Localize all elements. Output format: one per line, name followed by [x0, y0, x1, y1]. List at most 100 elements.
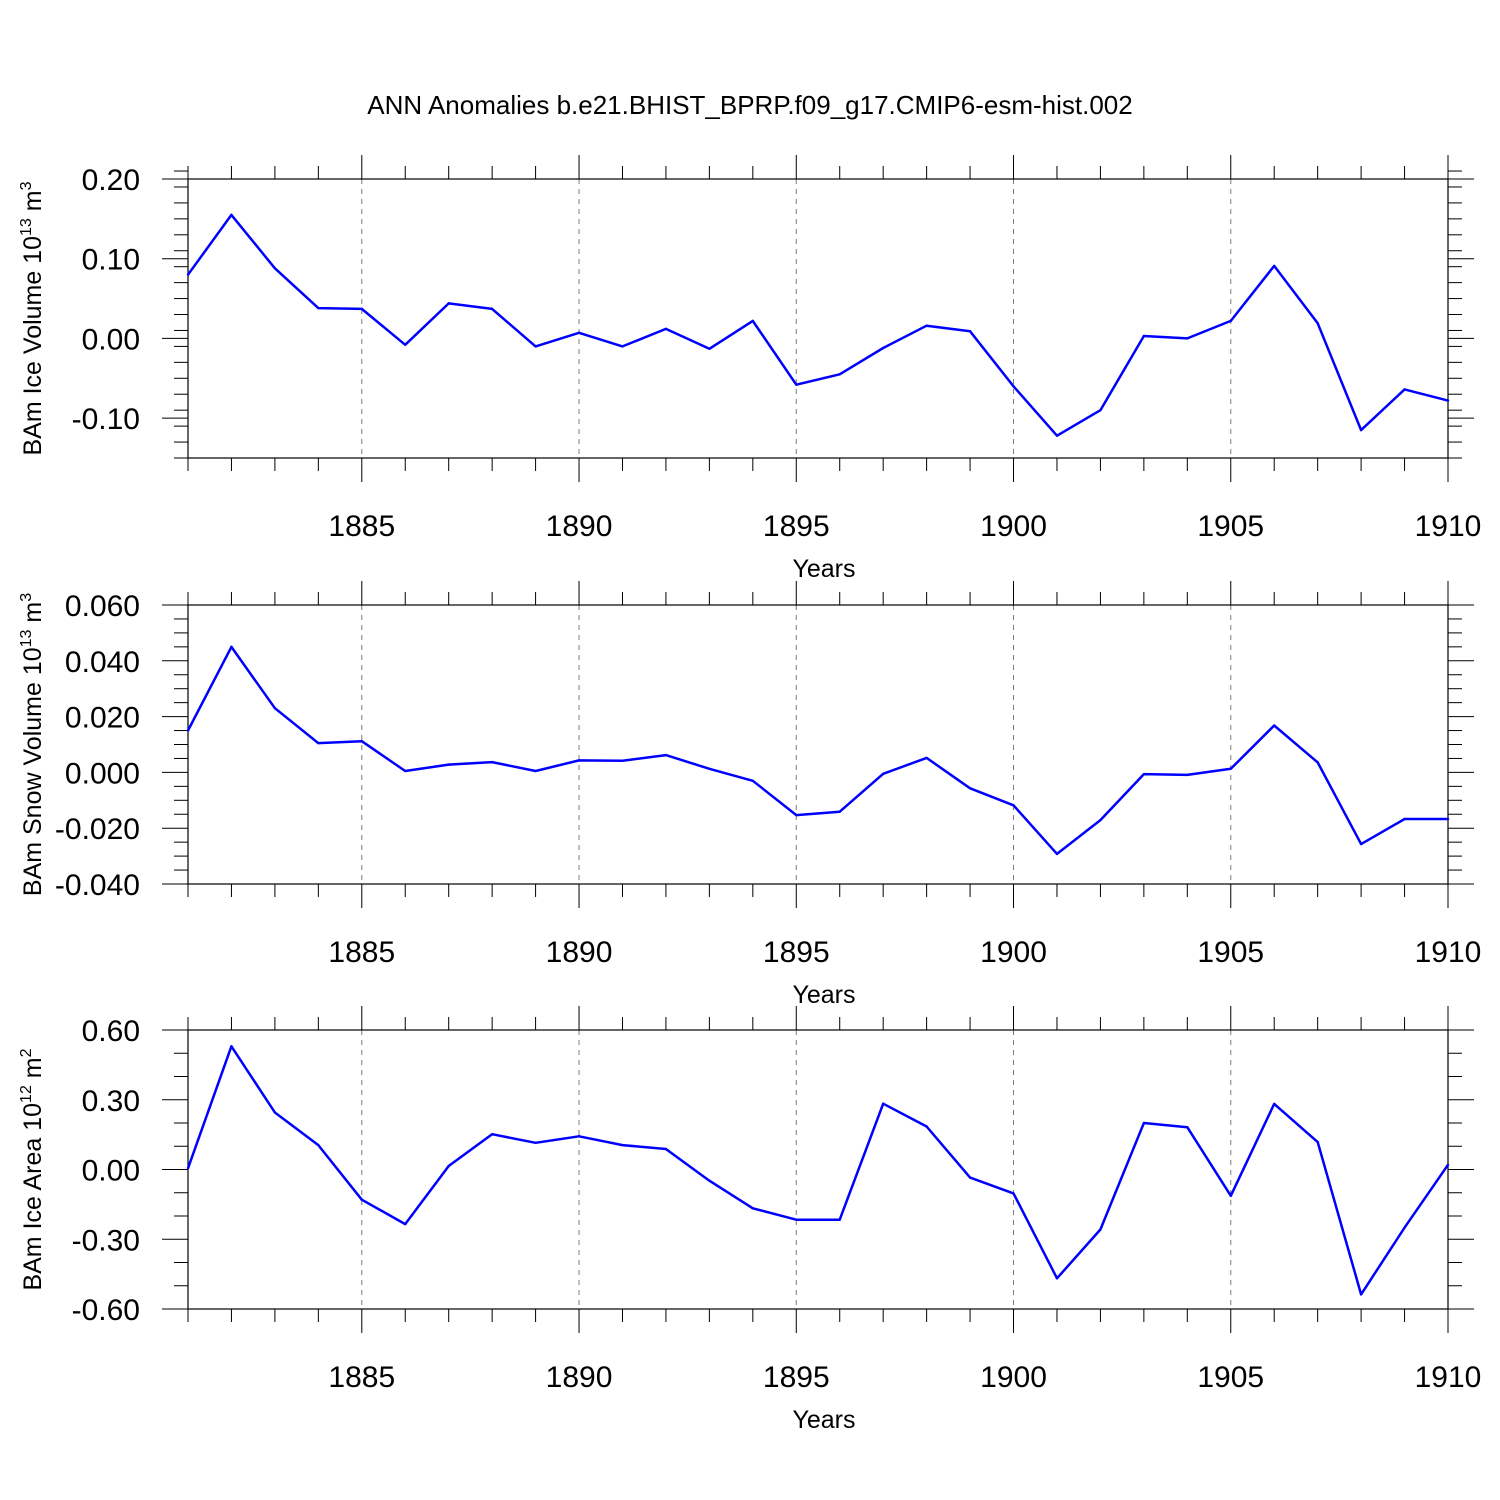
y-tick-label: -0.30: [72, 1224, 140, 1257]
x-tick-label: 1905: [1197, 1361, 1264, 1394]
plot-frame: [187, 604, 1449, 885]
data-point: [1403, 1226, 1406, 1229]
data-point: [1099, 1228, 1102, 1231]
data-point: [1055, 852, 1059, 856]
data-point: [186, 729, 190, 732]
x-tick-label: 1885: [328, 936, 395, 969]
data-point: [1446, 399, 1450, 402]
panels: -0.10 0.00 0.10 0.20 1885 1890 1895 1900 1905 191…: [18, 155, 1481, 1434]
x-axis-title: Years: [792, 555, 855, 583]
data-point: [1055, 1277, 1059, 1280]
chart-panel-1: -0.10 0.00 0.10 0.20 1885 1890 1895 1900 1905 191…: [18, 155, 1481, 583]
x-tick-label: 1890: [546, 1361, 613, 1394]
y-axis-title: BAm Ice Volume 1013 m3: [18, 181, 47, 455]
data-point: [317, 1143, 320, 1147]
y-tick-label: 0.30: [82, 1085, 140, 1118]
data-point: [1446, 1163, 1450, 1167]
data-point: [925, 1125, 928, 1128]
data-point: [230, 1045, 233, 1048]
data-point: [1099, 408, 1102, 412]
data-point: [621, 759, 624, 762]
y-tick-label: -0.60: [72, 1294, 140, 1327]
data-point: [1186, 773, 1189, 777]
series-line: [186, 645, 1448, 856]
data-point: [925, 324, 928, 327]
y-tick-label: 0.040: [65, 646, 140, 679]
x-tick-label: 1885: [328, 510, 395, 543]
data-point: [1403, 817, 1406, 821]
y-tick-label: -0.020: [55, 813, 140, 846]
x-tick-label: 1910: [1415, 936, 1482, 969]
y-axis-title: BAm Snow Volume 1013 m3: [18, 593, 47, 896]
data-point: [186, 1167, 190, 1170]
x-tick-label: 1905: [1197, 936, 1264, 969]
x-axis-title: Years: [792, 1406, 855, 1434]
data-point: [621, 345, 624, 348]
data-point: [404, 769, 407, 773]
data-point: [881, 772, 885, 775]
data-point: [577, 759, 581, 762]
data-point: [1273, 724, 1276, 727]
data-point: [1229, 1194, 1232, 1197]
data-point: [1316, 761, 1319, 764]
data-point: [1273, 264, 1276, 268]
x-tick-label: 1900: [980, 1361, 1047, 1394]
chart-panel-2: -0.040 -0.020 0.000 0.020 0.040 0.060 1885 1890…: [18, 581, 1481, 1009]
y-tick-label: -0.040: [55, 869, 140, 902]
data-point: [1142, 334, 1146, 338]
data-point: [490, 307, 494, 311]
data-point: [317, 741, 320, 745]
y-tick-label: 0.10: [82, 244, 140, 277]
data-point: [1359, 428, 1363, 432]
data-point: [447, 302, 450, 305]
data-point: [838, 1218, 841, 1221]
y-axis-title: BAm Ice Area 1012 m2: [18, 1048, 47, 1290]
data-point: [751, 779, 755, 782]
series-line: [186, 213, 1449, 437]
data-point: [360, 1198, 363, 1201]
chart-title: ANN Anomalies b.e21.BHIST_BPRP.f09_g17.C…: [367, 90, 1132, 120]
x-tick-label: 1895: [763, 936, 830, 969]
data-point: [230, 213, 233, 217]
data-point: [968, 1176, 972, 1179]
series-line: [186, 1045, 1450, 1296]
data-point: [664, 753, 668, 757]
x-tick-label: 1910: [1415, 1361, 1482, 1394]
data-point: [273, 267, 277, 270]
data-point: [1186, 1125, 1189, 1129]
y-tick-label: 0.20: [82, 164, 140, 197]
y-tick-label: 0.020: [65, 702, 140, 735]
data-point: [968, 330, 972, 333]
data-point: [925, 756, 928, 760]
y-tick-label: 0.60: [82, 1015, 140, 1048]
x-tick-label: 1895: [763, 1361, 830, 1394]
data-point: [795, 1218, 798, 1221]
plot-frame: [187, 1029, 1449, 1310]
data-point: [1403, 388, 1406, 391]
data-point: [577, 1135, 581, 1138]
x-tick-label: 1900: [980, 936, 1047, 969]
data-point: [1186, 337, 1189, 340]
data-point: [838, 810, 841, 813]
data-point: [1012, 1192, 1015, 1195]
data-point: [1316, 322, 1319, 325]
data-point: [447, 763, 450, 766]
data-point: [490, 1132, 494, 1136]
data-point: [577, 331, 581, 335]
data-point: [708, 767, 711, 770]
data-point: [795, 813, 798, 817]
x-tick-label: 1900: [980, 510, 1047, 543]
x-tick-label: 1895: [763, 510, 830, 543]
data-point: [1012, 385, 1015, 388]
data-point: [534, 345, 537, 348]
data-point: [1273, 1102, 1276, 1106]
data-point: [273, 1111, 277, 1114]
data-point: [404, 1222, 407, 1226]
data-point: [838, 373, 841, 376]
data-point: [664, 1147, 668, 1151]
data-point: [1359, 842, 1363, 846]
x-axis-title: Years: [792, 981, 855, 1009]
data-point: [968, 787, 972, 790]
data-point: [534, 1141, 537, 1144]
